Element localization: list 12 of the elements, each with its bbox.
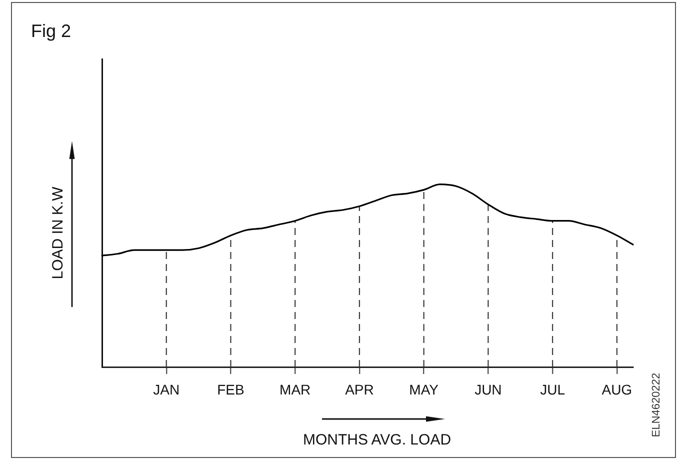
- x-tick-label: APR: [345, 381, 374, 398]
- chart-title: Fig 2: [31, 21, 72, 41]
- x-tick-label: JAN: [153, 381, 180, 398]
- x-tick-label: AUG: [602, 381, 632, 398]
- x-tick-label: MAR: [280, 381, 311, 398]
- text: ELN4620222: [650, 372, 662, 438]
- x-tick-label: JUN: [474, 381, 502, 398]
- y-axis-title: LOAD IN K.W: [49, 186, 66, 280]
- x-axis-title: MONTHS AVG. LOAD: [302, 432, 452, 448]
- x-tick-label: JUL: [540, 381, 566, 398]
- x-tick-label: FEB: [217, 381, 244, 398]
- x-tick-label: MAY: [409, 381, 440, 398]
